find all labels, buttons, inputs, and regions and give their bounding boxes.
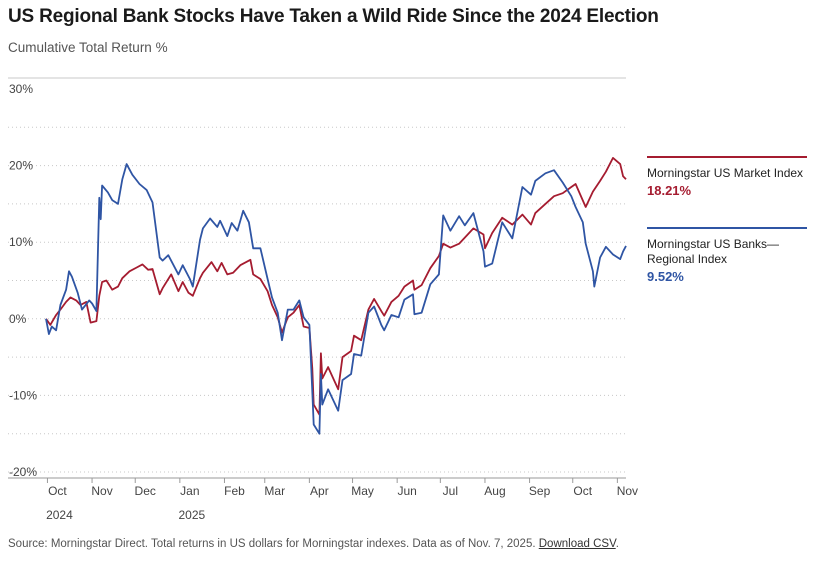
legend-banks: Morningstar US Banks— Regional Index 9.5… — [647, 227, 807, 284]
y-tick-label: -20% — [9, 465, 37, 479]
legend-banks-name: Morningstar US Banks— Regional Index — [647, 237, 807, 267]
x-tick-label: Jan — [180, 484, 199, 498]
source-text: Source: Morningstar Direct. Total return… — [8, 538, 536, 550]
series-line-banks — [45, 163, 627, 435]
legend-market-value: 18.21% — [647, 183, 692, 198]
y-tick-label: 0% — [9, 312, 27, 326]
y-tick-label: -10% — [9, 388, 37, 402]
legend-banks-name-line2: Regional Index — [647, 252, 728, 266]
x-tick-label: Mar — [264, 484, 285, 498]
legend-market: Morningstar US Market Index 18.21% — [647, 156, 807, 198]
x-tick-label: Aug — [484, 484, 505, 498]
x-tick-label: Nov — [617, 484, 638, 498]
series-line-market — [45, 157, 627, 416]
download-csv-link[interactable]: Download CSV — [538, 538, 616, 550]
x-tick-label: Feb — [224, 484, 245, 498]
x-tick-label: Jul — [443, 484, 458, 498]
legend-market-name: Morningstar US Market Index — [647, 166, 804, 180]
legend-banks-name-line1: Morningstar US Banks— — [647, 237, 780, 251]
legend-market-rule — [647, 156, 807, 158]
y-tick-label: 10% — [9, 235, 33, 249]
x-tick-label: Apr — [310, 484, 329, 498]
line-chart: 30% 20% 10% 0% -10% -20% Oct 2024 Nov Dec Jan 2025… — [8, 77, 638, 522]
x-axis-labels: Oct 2024 Nov Dec Jan 2025 Feb Mar Apr May Jun Jul Au… — [46, 478, 638, 522]
x-tick-label: Dec — [135, 484, 156, 498]
x-tick-label: Sep — [529, 484, 551, 498]
y-axis-labels: 30% 20% 10% 0% -10% -20% — [9, 82, 37, 479]
x-tick-label: Oct — [573, 484, 592, 498]
x-tick-label: Oct — [48, 484, 67, 498]
chart-subtitle: Cumulative Total Return % — [8, 40, 168, 55]
grid-layer — [8, 77, 626, 479]
source-note: Source: Morningstar Direct. Total return… — [8, 538, 619, 550]
legend-banks-value: 9.52% — [647, 269, 684, 284]
series-layer — [45, 157, 627, 435]
x-year-label: 2024 — [46, 508, 73, 522]
x-tick-label: Jun — [397, 484, 416, 498]
legend-banks-rule — [647, 227, 807, 229]
y-tick-label: 20% — [9, 159, 33, 173]
x-tick-label: May — [351, 484, 374, 498]
x-year-label: 2025 — [178, 508, 205, 522]
x-tick-label: Nov — [91, 484, 112, 498]
y-tick-label: 30% — [9, 82, 33, 96]
chart-title: US Regional Bank Stocks Have Taken a Wil… — [8, 6, 659, 27]
